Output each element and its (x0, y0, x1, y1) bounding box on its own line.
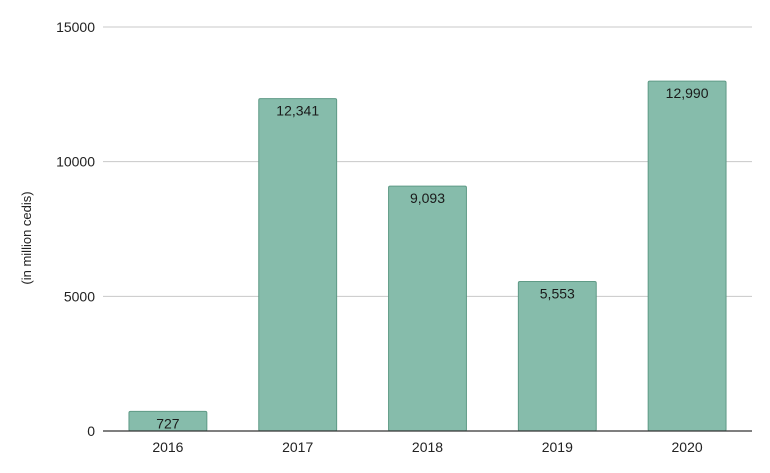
bars (128, 80, 727, 432)
data-label-2016: 727 (156, 415, 180, 431)
x-tick-label: 2016 (152, 439, 183, 455)
x-axis-ticks: 2016 2017 2018 2019 2020 (152, 439, 703, 455)
bar-2017 (258, 98, 338, 432)
data-label-2017: 12,341 (276, 103, 319, 119)
x-tick-label: 2018 (412, 439, 443, 455)
data-labels: 727 12,341 9,093 5,553 12,990 (156, 85, 708, 431)
y-tick-label: 0 (87, 423, 95, 439)
bar-2019 (517, 280, 597, 432)
x-tick-label: 2017 (282, 439, 313, 455)
data-label-2018: 9,093 (410, 190, 445, 206)
y-tick-label: 15000 (56, 19, 95, 35)
y-tick-label: 5000 (64, 288, 95, 304)
x-tick-label: 2019 (542, 439, 573, 455)
y-tick-label: 10000 (56, 154, 95, 170)
data-label-2020: 12,990 (666, 85, 709, 101)
bar-2018 (388, 185, 467, 432)
y-axis-ticks: 0 5000 10000 15000 (56, 19, 95, 439)
bar-2020 (647, 80, 727, 432)
y-axis-title: (in million cedis) (19, 191, 34, 284)
x-tick-label: 2020 (672, 439, 703, 455)
data-label-2019: 5,553 (540, 285, 575, 301)
